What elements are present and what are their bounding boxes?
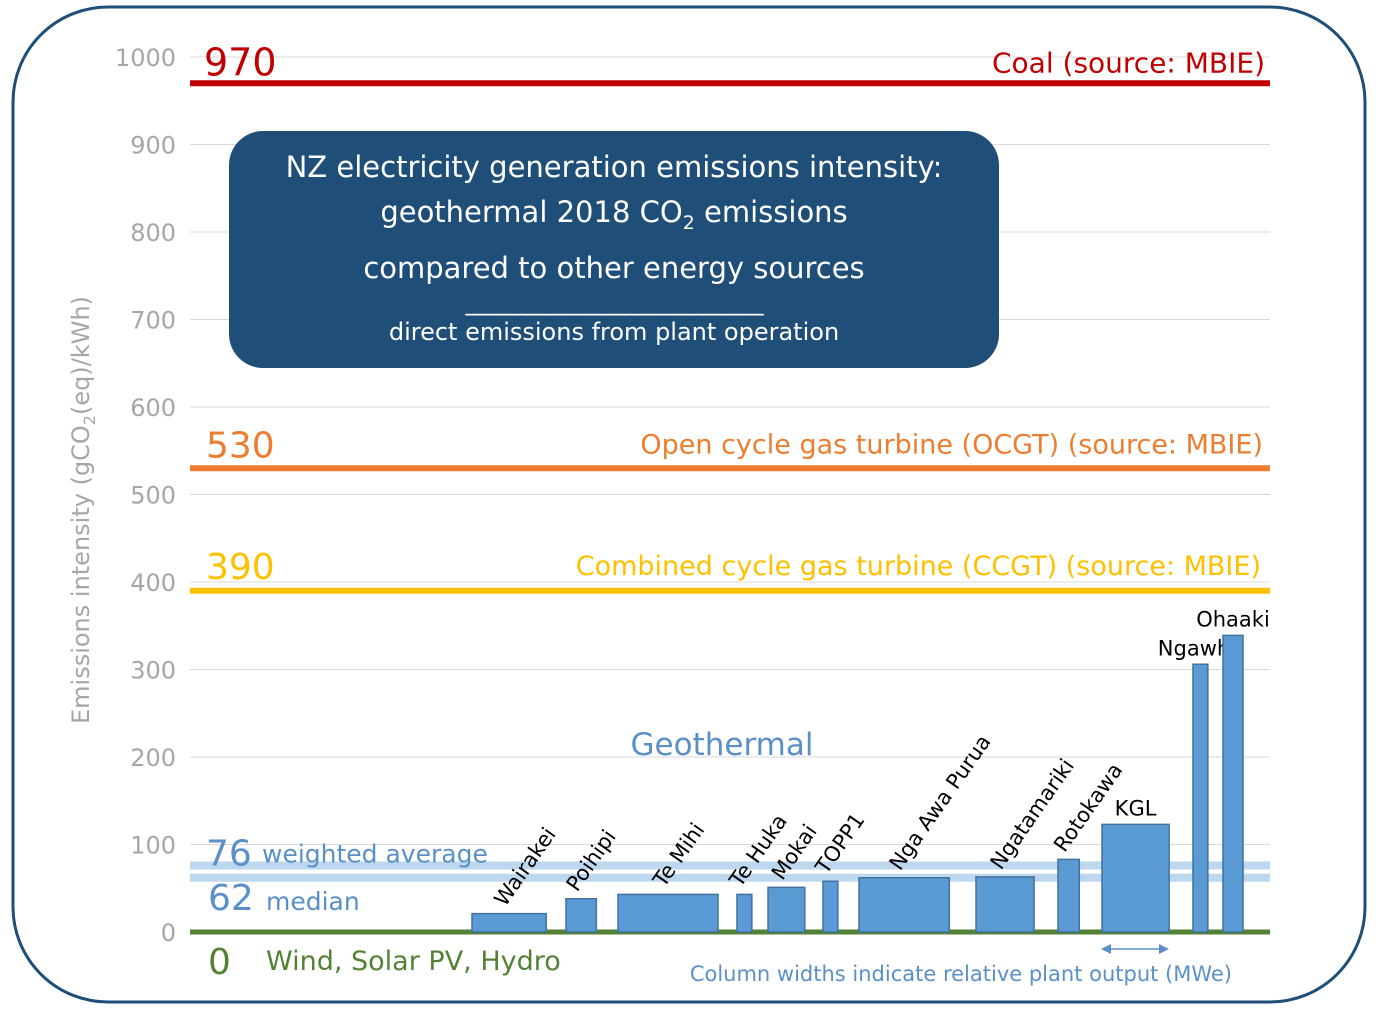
bar-label: KGL: [1115, 796, 1157, 820]
bar-ngatamariki: [975, 876, 1035, 933]
reference-value-label: 390: [206, 547, 275, 588]
y-tick-label: 500: [130, 482, 176, 510]
bar-te-mihi: [617, 893, 719, 933]
reference-line-label: Coal (source: MBIE): [992, 46, 1265, 79]
bar-label: Ngatamariki: [985, 754, 1079, 873]
reference-value-label: 530: [206, 425, 275, 466]
reference-value-label: 0: [208, 942, 231, 983]
chart-subtitle: direct emissions from plant operation: [388, 317, 840, 346]
y-tick-label: 200: [130, 744, 176, 772]
bar-ngawha: [1192, 663, 1209, 933]
y-axis-label: Emissions intensity (gCO2(eq)/kWh): [67, 296, 99, 724]
bar-kgl: [1101, 823, 1170, 933]
chart-title-line-2: geothermal 2018 CO2 emissions: [380, 195, 848, 234]
y-tick-label: 900: [130, 132, 176, 160]
chart-title-line-3: compared to other energy sources: [363, 250, 865, 285]
bar-label: Ohaaki: [1196, 607, 1270, 631]
bar-wairakei: [471, 912, 547, 933]
bar-label: Poihipi: [562, 825, 621, 895]
reference-value-label: 970: [204, 40, 277, 84]
width-arrow-icon: [1101, 944, 1169, 954]
bar-mokai: [767, 886, 806, 933]
y-tick-label: 100: [130, 832, 176, 860]
reference-line-label: Wind, Solar PV, Hydro: [266, 946, 561, 977]
y-tick-label: 800: [130, 219, 176, 247]
bar-nga-awa-purua: [858, 877, 951, 933]
reference-line-label: median: [266, 887, 360, 916]
y-tick-label: 1000: [115, 44, 176, 72]
y-tick-label: 400: [130, 569, 176, 597]
reference-line-label: Combined cycle gas turbine (CCGT) (sourc…: [576, 551, 1261, 582]
chart-title-line-1: NZ electricity generation emissions inte…: [285, 150, 943, 184]
bar-poihipi: [565, 898, 598, 933]
y-tick-label: 700: [130, 307, 176, 335]
bar-ohaaki: [1222, 634, 1244, 933]
y-tick-label: 0: [161, 919, 176, 947]
title-box: NZ electricity generation emissions inte…: [229, 131, 999, 368]
bar-rotokawa: [1057, 858, 1081, 933]
bar-topp1: [822, 880, 839, 933]
reference-value-label: 76: [206, 834, 252, 875]
reference-line-label: Open cycle gas turbine (OCGT) (source: M…: [640, 429, 1263, 460]
width-note: Column widths indicate relative plant ou…: [690, 962, 1232, 986]
bar-te-huka: [736, 893, 753, 933]
bar-label: Nga Awa Purua: [885, 730, 996, 874]
geothermal-label: Geothermal: [631, 727, 814, 763]
reference-value-label: 62: [208, 878, 254, 919]
title-rule: ___________________________: [465, 287, 764, 316]
chart-frame: [11, 5, 1367, 1004]
y-tick-label: 300: [130, 657, 176, 685]
y-tick-label: 600: [130, 394, 176, 422]
reference-line-label: weighted average: [262, 840, 488, 869]
